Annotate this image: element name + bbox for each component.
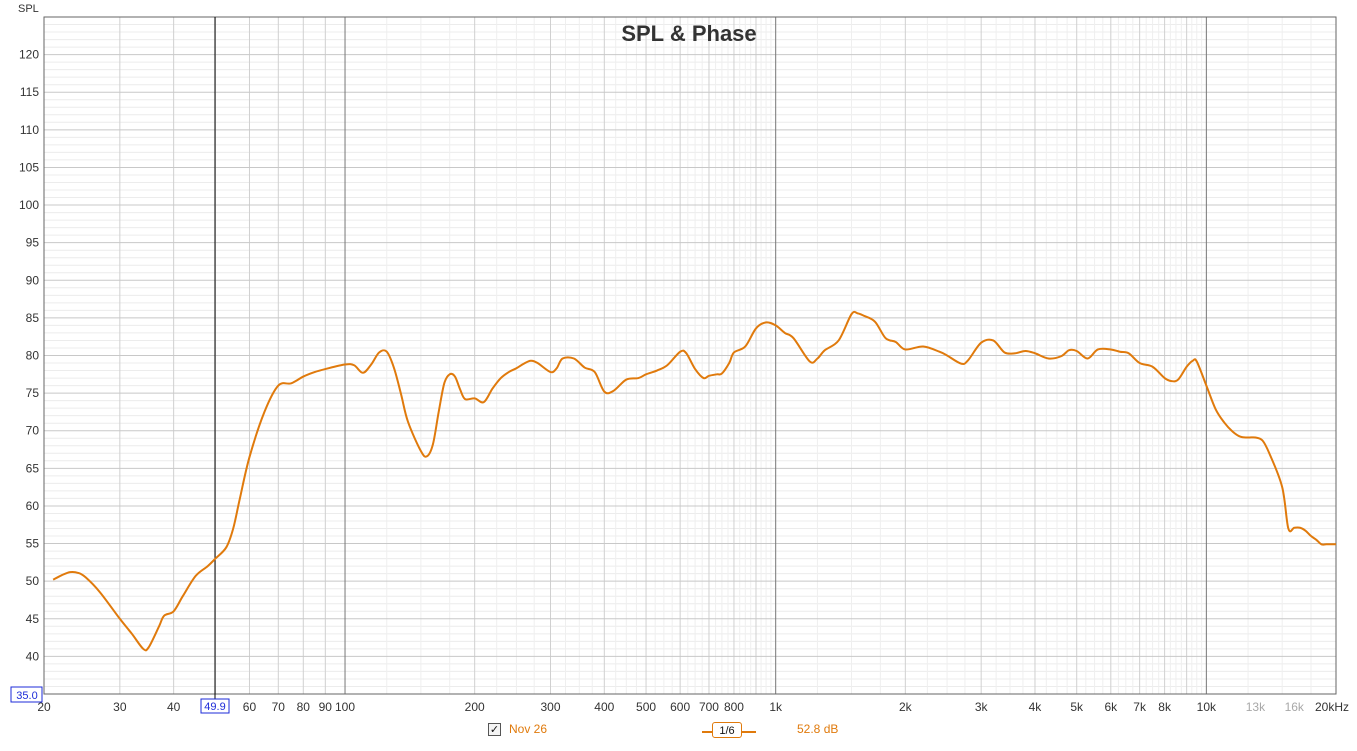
- x-tick-label: 2k: [899, 700, 913, 714]
- x-tick-label: 3k: [975, 700, 989, 714]
- plot-area[interactable]: [43, 16, 1337, 695]
- y-min-label: 35.0: [16, 690, 37, 702]
- x-tick-label: 5k: [1070, 700, 1084, 714]
- x-tick-label: 600: [670, 700, 690, 714]
- series-visibility-checkbox[interactable]: ✓: [488, 723, 501, 736]
- y-tick-label: 75: [26, 386, 40, 400]
- y-tick-label: 85: [26, 311, 40, 325]
- y-tick-label: 50: [26, 574, 40, 588]
- x-tick-label: 13k: [1246, 700, 1266, 714]
- y-axis-label: SPL: [18, 3, 39, 15]
- y-min-readout: 35.0: [10, 686, 43, 703]
- cursor-frequency-label: 49.9: [204, 701, 225, 713]
- x-tick-label: 70: [272, 700, 286, 714]
- x-tick-label: 1k: [769, 700, 783, 714]
- y-tick-label: 65: [26, 461, 40, 475]
- x-tick-label: 80: [297, 700, 311, 714]
- x-tick-label: 20: [37, 700, 51, 714]
- y-tick-label: 105: [19, 160, 39, 174]
- y-tick-label: 100: [19, 198, 39, 212]
- x-tick-label: 40: [167, 700, 181, 714]
- x-tick-label: 400: [594, 700, 614, 714]
- y-tick-label: 80: [26, 349, 40, 363]
- x-tick-label: 4k: [1029, 700, 1043, 714]
- y-tick-label: 115: [20, 85, 39, 99]
- x-tick-label: 100: [335, 700, 355, 714]
- x-tick-label: 6k: [1104, 700, 1118, 714]
- x-tick-label: 90: [319, 700, 333, 714]
- y-tick-label: 60: [26, 499, 40, 513]
- cursor-value-readout: 52.8 dB: [797, 722, 839, 736]
- cursor-readout: 49.9: [200, 698, 230, 714]
- smoothing-selector[interactable]: 1/6: [712, 722, 742, 738]
- x-tick-label: 8k: [1158, 700, 1172, 714]
- x-tick-label: 30: [113, 700, 127, 714]
- y-tick-label: 40: [26, 649, 40, 663]
- x-tick-label: 300: [540, 700, 560, 714]
- y-tick-label: 70: [26, 424, 40, 438]
- y-tick-label: 55: [26, 537, 40, 551]
- y-tick-label: 95: [26, 236, 40, 250]
- x-tick-label: 500: [636, 700, 656, 714]
- legend-series-name: Nov 26: [509, 722, 548, 736]
- chart-title: SPL & Phase: [621, 21, 756, 46]
- x-tick-label: 700: [699, 700, 719, 714]
- y-tick-label: 90: [26, 273, 40, 287]
- y-tick-label: 45: [26, 612, 40, 626]
- major-grid: [44, 17, 1336, 694]
- y-tick-label: 110: [20, 123, 39, 137]
- x-tick-label: 200: [465, 700, 485, 714]
- x-axis-ticks: 20 30 40 60 70 80 90 100 200 300 400 500 600 700 800 1k…: [37, 700, 1349, 714]
- x-tick-label: 16k: [1285, 700, 1305, 714]
- series-line-nov-26: [52, 310, 1336, 652]
- x-tick-label: 800: [724, 700, 744, 714]
- x-tick-label: 7k: [1133, 700, 1147, 714]
- y-axis-ticks: 40 45 50 55 60 65 70 75 80 85 90 95 100 105 110 115 120: [19, 48, 39, 664]
- x-tick-label: 60: [243, 700, 257, 714]
- x-tick-label: 20kHz: [1315, 700, 1349, 714]
- x-tick-label: 10k: [1197, 700, 1217, 714]
- y-tick-label: 120: [19, 48, 39, 62]
